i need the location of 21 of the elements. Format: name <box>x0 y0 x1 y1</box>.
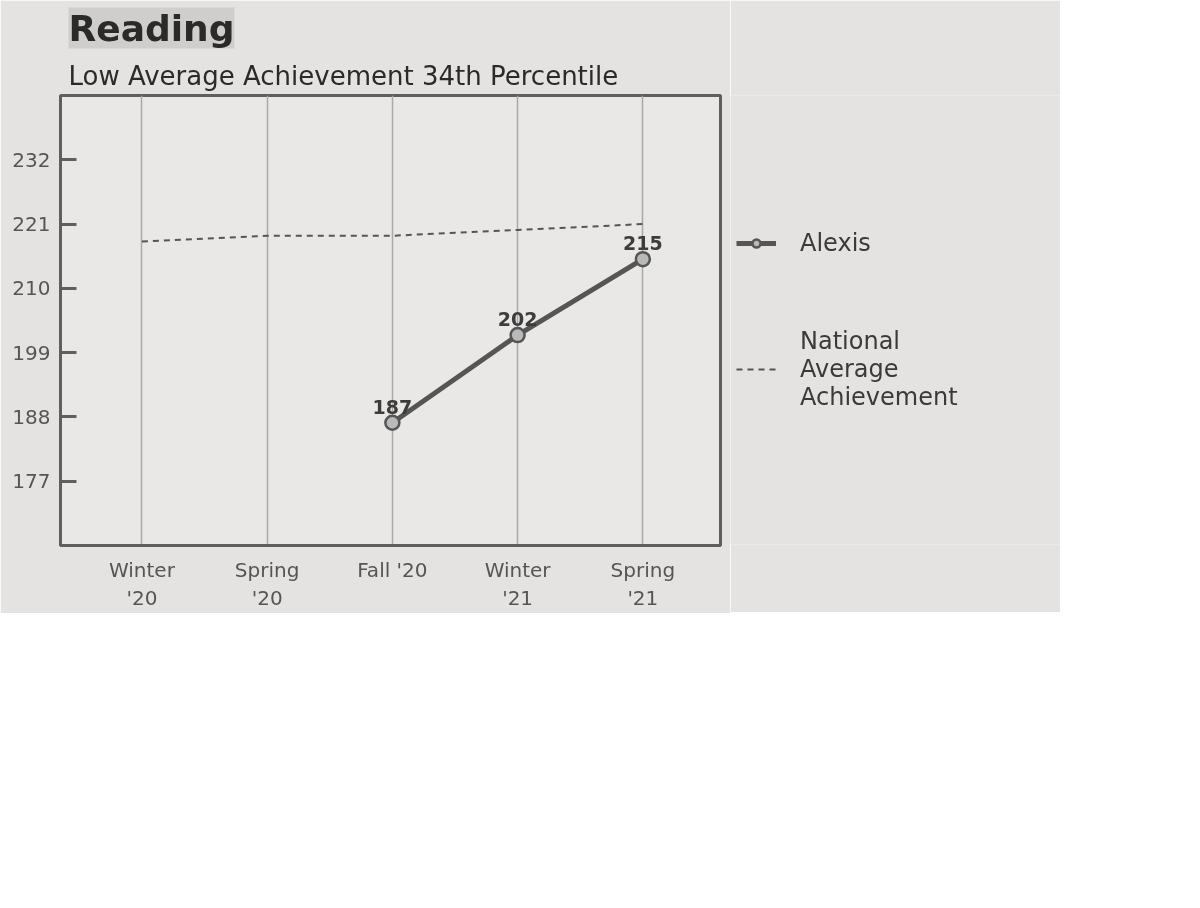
y-tick-label: 199 <box>12 340 51 365</box>
y-tick-label: 210 <box>12 276 51 301</box>
point <box>384 414 401 432</box>
y-tick-label: 232 <box>12 147 51 172</box>
y-tick-label: 177 <box>12 469 51 494</box>
x-tick-label: Fall '20 <box>357 557 428 582</box>
data-label: 202 <box>497 308 538 331</box>
x-tick-label: Spring '20 <box>234 557 300 611</box>
data-label: 187 <box>372 395 413 418</box>
y-tick-label: 188 <box>12 404 51 429</box>
legend-label: Alexis <box>800 228 871 257</box>
point <box>509 326 526 344</box>
x-tick-label: Winter '21 <box>484 557 552 611</box>
chart-subtitle: Low Average Achievement 34th Percentile <box>68 60 619 91</box>
chart-title: Reading <box>68 7 235 49</box>
point <box>634 250 652 268</box>
y-tick-label: 221 <box>12 212 51 237</box>
x-tick-label: Spring '21 <box>610 557 676 611</box>
x-tick-label: Winter '20 <box>108 557 176 611</box>
data-label: 215 <box>623 232 663 255</box>
legend-label: National Average Achievement <box>800 326 958 411</box>
